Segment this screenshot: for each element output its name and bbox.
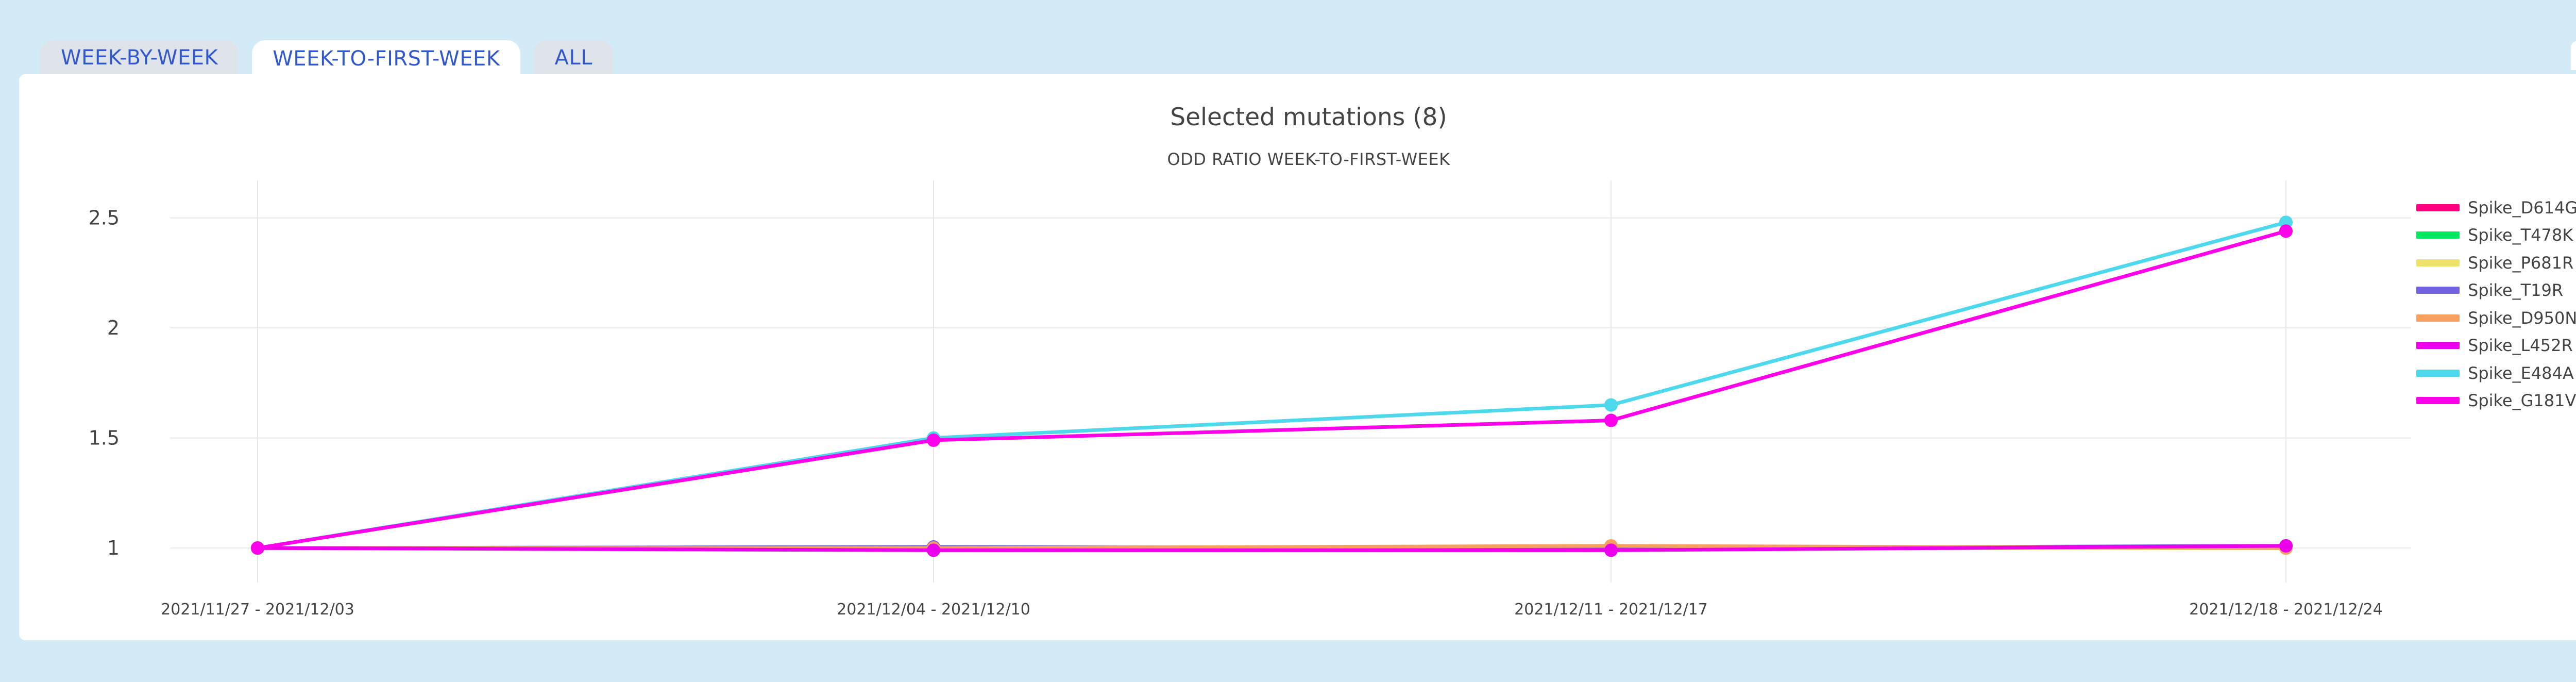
legend-swatch xyxy=(2416,314,2460,322)
tab-week-by-week[interactable]: WEEK-BY-WEEK xyxy=(40,40,239,75)
x-tick-label: 2021/12/11 - 2021/12/17 xyxy=(1514,601,1708,619)
data-point xyxy=(1604,398,1618,412)
legend-swatch xyxy=(2416,342,2460,350)
legend-item[interactable]: Spike_T19R xyxy=(2416,277,2576,305)
collapse-button[interactable] xyxy=(2571,41,2576,70)
series-line-spike_l452r xyxy=(257,544,2286,552)
legend-item[interactable]: Spike_E484A xyxy=(2416,359,2576,387)
y-tick-label: 2.5 xyxy=(89,207,120,229)
y-tick-label: 2 xyxy=(107,317,120,339)
tab-all[interactable]: ALL xyxy=(534,40,613,75)
tab-bar: WEEK-BY-WEEK WEEK-TO-FIRST-WEEK ALL xyxy=(40,40,613,77)
legend-swatch xyxy=(2416,397,2460,405)
legend-label: Spike_T478K xyxy=(2468,225,2573,245)
x-tick-label: 2021/11/27 - 2021/12/03 xyxy=(161,601,354,619)
legend-item[interactable]: Spike_L452R xyxy=(2416,332,2576,360)
legend-label: Spike_G181V xyxy=(2468,391,2576,411)
legend-label: Spike_L452R xyxy=(2468,336,2573,356)
data-point xyxy=(251,541,264,555)
legend-item[interactable]: Spike_T478K xyxy=(2416,222,2576,249)
legend-label: Spike_D950N xyxy=(2468,308,2576,328)
data-point xyxy=(927,543,940,557)
y-tick-label: 1 xyxy=(107,537,120,559)
data-point xyxy=(1604,543,1618,557)
x-tick-label: 2021/12/18 - 2021/12/24 xyxy=(2189,601,2383,619)
legend-swatch xyxy=(2416,259,2460,267)
legend-swatch xyxy=(2416,204,2460,211)
legend-item[interactable]: Spike_D950N xyxy=(2416,304,2576,332)
chart-subtitle: ODD RATIO WEEK-TO-FIRST-WEEK xyxy=(1167,149,1450,169)
data-point xyxy=(2279,539,2293,553)
legend-label: Spike_D614G xyxy=(2468,197,2576,218)
chart-title: Selected mutations (8) xyxy=(1170,103,1447,131)
legend-swatch xyxy=(2416,369,2460,377)
y-tick-label: 1.5 xyxy=(89,427,120,450)
legend-item[interactable]: Spike_G181V xyxy=(2416,387,2576,415)
legend-item[interactable]: Spike_P681R xyxy=(2416,249,2576,277)
chart-legend: Spike_D614G Spike_T478K Spike_P681R Spike_T… xyxy=(2416,194,2576,414)
data-point xyxy=(2279,224,2293,238)
data-point xyxy=(927,433,940,447)
series-line-spike_g181v xyxy=(257,229,2286,550)
legend-item[interactable]: Spike_D614G xyxy=(2416,194,2576,222)
legend-swatch xyxy=(2416,231,2460,239)
legend-label: Spike_P681R xyxy=(2468,253,2574,273)
x-tick-label: 2021/12/04 - 2021/12/10 xyxy=(837,601,1030,619)
legend-label: Spike_T19R xyxy=(2468,280,2564,301)
legend-swatch xyxy=(2416,287,2460,294)
data-point xyxy=(1604,413,1618,427)
tab-week-to-first-week[interactable]: WEEK-TO-FIRST-WEEK xyxy=(252,40,521,77)
legend-label: Spike_E484A xyxy=(2468,363,2574,383)
